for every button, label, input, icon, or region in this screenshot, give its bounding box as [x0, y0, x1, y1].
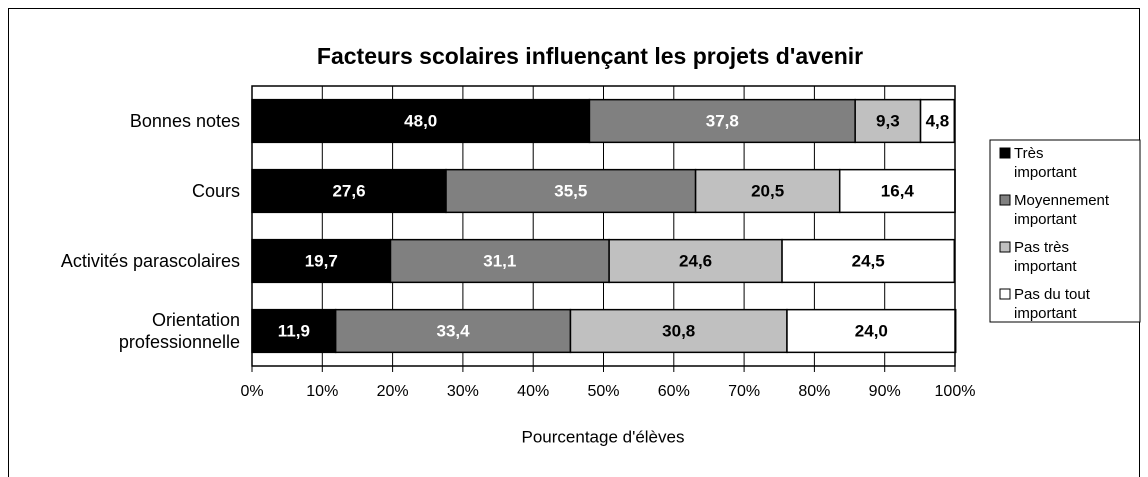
data-label: 48,0: [404, 111, 437, 130]
data-label: 24,5: [852, 251, 885, 270]
y-tick-label: Orientation professionnelle: [118, 310, 240, 352]
data-label: 16,4: [881, 181, 915, 200]
y-tick-label: Bonnes notes: [129, 111, 240, 131]
bar-segment: [608, 238, 783, 284]
data-label: 20,5: [751, 181, 784, 200]
x-tick-label: 70%: [728, 383, 760, 400]
bar-segment: [786, 308, 957, 354]
bar-segment: [694, 168, 841, 214]
data-label: 9,3: [876, 111, 900, 130]
legend-label: Pas très important: [1014, 239, 1077, 275]
data-label: 24,6: [679, 251, 712, 270]
x-tick-label: 0%: [240, 383, 263, 400]
data-label: 35,5: [554, 181, 587, 200]
y-tick-label: Cours: [191, 181, 240, 201]
x-tick-label: 10%: [306, 383, 338, 400]
data-label: 11,9: [278, 321, 310, 340]
bar-segment: [251, 168, 447, 214]
data-label: 27,6: [332, 181, 365, 200]
x-tick-label: 80%: [798, 383, 830, 400]
legend-swatch: [999, 147, 1011, 159]
bar-segment: [251, 308, 337, 354]
data-label: 4,8: [926, 111, 950, 130]
x-tick-label: 100%: [935, 383, 976, 400]
plot-border: [251, 85, 956, 367]
bar-segment: [569, 308, 788, 354]
bar-segment: [334, 308, 572, 354]
legend-label: Très important: [1014, 145, 1077, 181]
bar-segment: [389, 238, 610, 284]
bar-segment: [588, 98, 856, 144]
data-label: 33,4: [437, 321, 471, 340]
data-label: 30,8: [662, 321, 695, 340]
bar-segment: [781, 238, 956, 284]
bar-segment: [838, 168, 956, 214]
chart-title: Facteurs scolaires influençant les proje…: [317, 43, 863, 69]
x-tick-label: 50%: [587, 383, 619, 400]
y-tick-label: Activités parascolaires: [60, 251, 240, 271]
legend-box: [989, 139, 1141, 323]
legend-swatch: [999, 241, 1011, 253]
x-tick-label: 20%: [377, 383, 409, 400]
bar-segment: [854, 98, 922, 144]
data-label: 19,7: [305, 251, 338, 270]
data-label: 24,0: [855, 321, 888, 340]
legend-label: Moyennement important: [1014, 192, 1110, 228]
x-tick-label: 90%: [869, 383, 901, 400]
x-tick-label: 30%: [447, 383, 479, 400]
x-axis-title: Pourcentage d'élèves: [522, 427, 685, 446]
bar-segment: [251, 238, 392, 284]
bar-segment: [919, 98, 956, 144]
x-tick-label: 60%: [658, 383, 690, 400]
legend-label: Pas du tout important: [1014, 286, 1090, 322]
legend-swatch: [999, 288, 1011, 300]
data-label: 31,1: [483, 251, 516, 270]
bar-segment: [445, 168, 697, 214]
data-label: 37,8: [706, 111, 739, 130]
legend-swatch: [999, 194, 1011, 206]
x-tick-label: 40%: [517, 383, 549, 400]
